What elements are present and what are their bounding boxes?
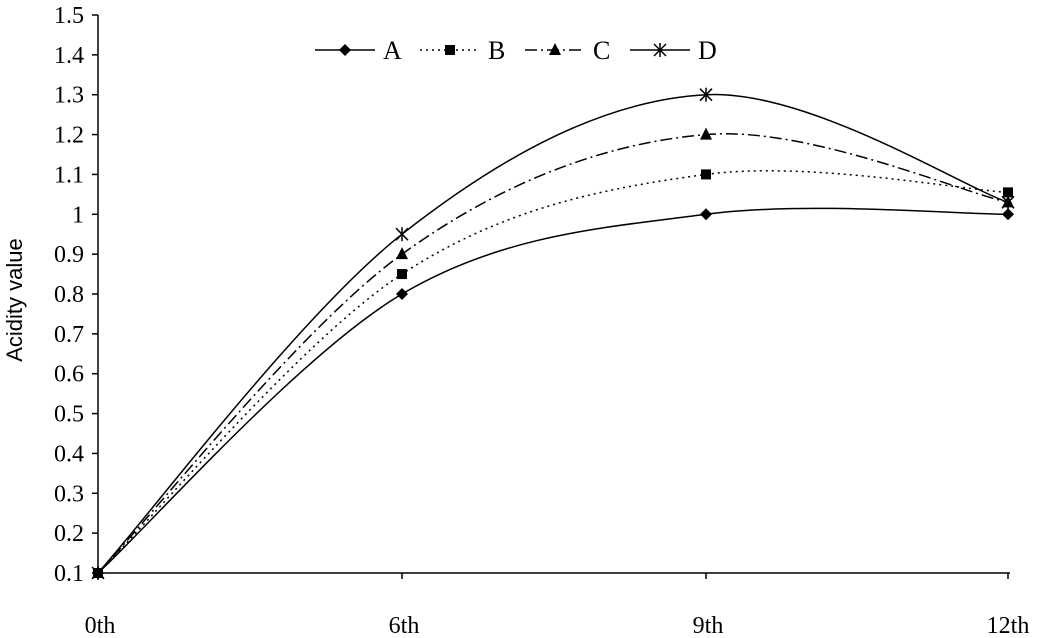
legend-label-a: A: [383, 36, 402, 65]
series-lines: [97, 93, 1009, 574]
x-ticks: 0th 6th 9th 12th: [85, 573, 1030, 638]
y-tick-label: 0.4: [54, 441, 84, 467]
series-markers: [91, 87, 1015, 580]
x-tick-label: 6th: [389, 613, 420, 638]
axes: [97, 15, 1010, 574]
y-tick-label: 0.2: [54, 521, 84, 547]
y-tick-label: 0.3: [54, 481, 84, 507]
series-line-a: [97, 207, 1009, 574]
y-tick-label: 0.6: [54, 362, 84, 388]
y-tick-label: 1.5: [54, 3, 84, 29]
x-tick-label: 9th: [693, 613, 724, 638]
y-tick-label: 0.7: [54, 322, 84, 348]
data-point-c: [396, 247, 408, 260]
data-point-a: [396, 288, 408, 300]
y-tick-label: 1.3: [54, 83, 84, 109]
data-point-d: [395, 227, 409, 242]
legend: A B C D: [315, 36, 717, 65]
data-point-d: [699, 87, 713, 102]
legend-label-c: C: [593, 36, 610, 65]
y-tick-label: 1.2: [54, 123, 84, 149]
legend-marker-d: [653, 43, 667, 57]
series-line-b: [97, 170, 1009, 574]
legend-marker-b: [445, 45, 455, 55]
data-point-d: [1001, 195, 1015, 210]
y-tick-label: 1: [72, 202, 84, 228]
data-point-b: [701, 169, 711, 180]
x-tick-label: 12th: [987, 613, 1030, 638]
series-line-d: [97, 93, 1009, 574]
data-point-b: [397, 269, 407, 280]
legend-label-d: D: [698, 36, 717, 65]
y-tick-label: 1.4: [54, 43, 84, 69]
legend-label-b: B: [488, 36, 505, 65]
series-line-c: [97, 133, 1009, 574]
data-point-a: [1002, 208, 1014, 221]
y-axis-label: Acidity value: [2, 238, 27, 362]
data-point-b: [1003, 187, 1013, 198]
y-tick-label: 0.5: [54, 402, 84, 428]
legend-marker-c: [549, 43, 561, 55]
x-tick-label: 0th: [85, 613, 116, 638]
y-tick-label: 0.1: [54, 561, 84, 587]
data-point-c: [700, 127, 712, 140]
y-ticks: 0.1 0.2 0.3 0.4 0.5 0.6 0.7 0.8 0.9 1 1.1 1.2 1.3 1.4…: [54, 3, 98, 587]
data-point-a: [700, 208, 712, 221]
y-tick-label: 0.9: [54, 242, 84, 268]
data-point-d: [91, 566, 105, 580]
legend-marker-a: [339, 44, 351, 56]
y-tick-label: 1.1: [54, 162, 84, 188]
y-tick-label: 0.8: [54, 282, 84, 308]
